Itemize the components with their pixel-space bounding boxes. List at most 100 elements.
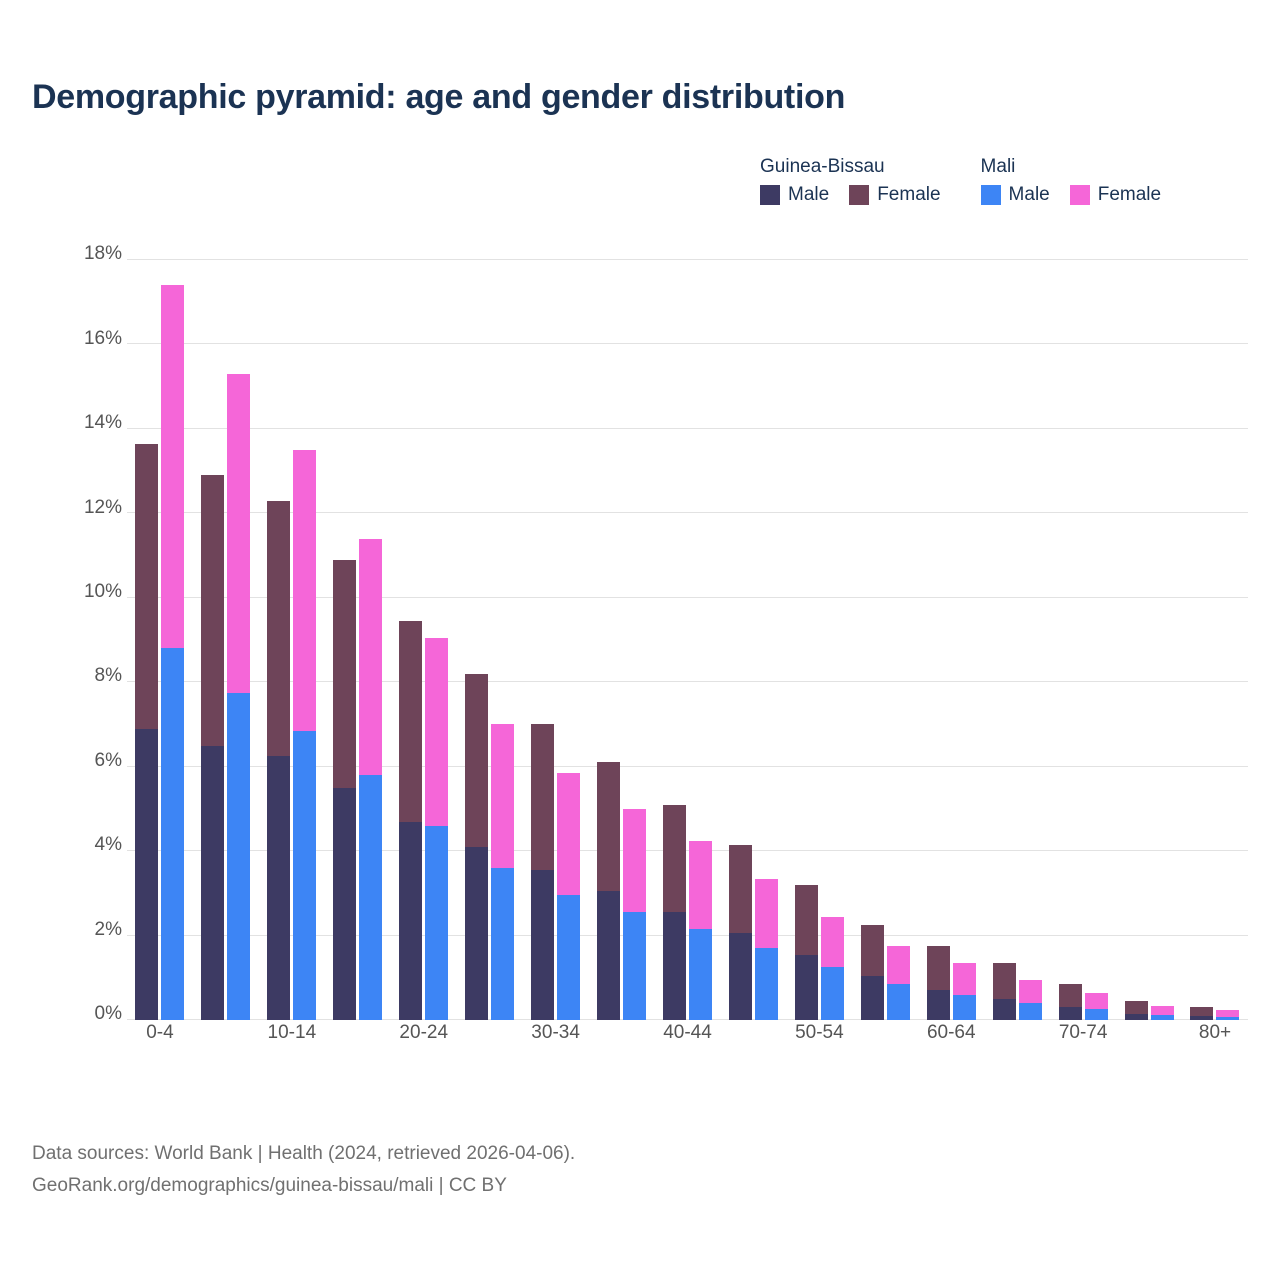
bar-mali-30-34[interactable] [557, 773, 580, 1020]
segment-mali-male-70-74[interactable] [1085, 1009, 1108, 1020]
bar-mali-25-29[interactable] [491, 724, 514, 1020]
bar-gb-10-14[interactable] [267, 501, 290, 1020]
segment-mali-female-60-64[interactable] [953, 963, 976, 995]
segment-gb-female-75-79[interactable] [1125, 1001, 1148, 1014]
segment-gb-female-20-24[interactable] [399, 621, 422, 822]
segment-mali-male-45-49[interactable] [755, 948, 778, 1020]
segment-gb-female-60-64[interactable] [927, 946, 950, 990]
bar-gb-15-19[interactable] [333, 560, 356, 1020]
segment-gb-female-80+[interactable] [1190, 1007, 1213, 1015]
segment-gb-male-0-4[interactable] [135, 729, 158, 1020]
bar-gb-5-9[interactable] [201, 475, 224, 1020]
segment-mali-female-75-79[interactable] [1151, 1006, 1174, 1015]
segment-mali-male-35-39[interactable] [623, 912, 646, 1020]
bar-gb-60-64[interactable] [927, 946, 950, 1020]
bar-gb-0-4[interactable] [135, 444, 158, 1020]
segment-mali-female-40-44[interactable] [689, 841, 712, 930]
segment-mali-male-55-59[interactable] [887, 984, 910, 1020]
bar-mali-45-49[interactable] [755, 879, 778, 1020]
legend-item-gb-female[interactable]: Female [849, 184, 940, 206]
segment-mali-female-70-74[interactable] [1085, 993, 1108, 1010]
bar-gb-30-34[interactable] [531, 724, 554, 1020]
segment-gb-male-35-39[interactable] [597, 891, 620, 1020]
segment-gb-male-40-44[interactable] [663, 912, 686, 1020]
bar-mali-5-9[interactable] [227, 374, 250, 1020]
bar-mali-70-74[interactable] [1085, 993, 1108, 1020]
bar-gb-65-69[interactable] [993, 963, 1016, 1020]
segment-gb-female-0-4[interactable] [135, 444, 158, 729]
segment-gb-female-50-54[interactable] [795, 885, 818, 955]
bar-mali-80+[interactable] [1216, 1010, 1239, 1020]
segment-gb-male-15-19[interactable] [333, 788, 356, 1020]
bar-gb-20-24[interactable] [399, 621, 422, 1020]
segment-mali-female-10-14[interactable] [293, 450, 316, 731]
segment-gb-male-80+[interactable] [1190, 1016, 1213, 1020]
segment-gb-male-75-79[interactable] [1125, 1014, 1148, 1020]
bar-mali-0-4[interactable] [161, 285, 184, 1020]
segment-mali-male-80+[interactable] [1216, 1017, 1239, 1020]
segment-mali-female-25-29[interactable] [491, 724, 514, 868]
bar-mali-75-79[interactable] [1151, 1006, 1174, 1020]
segment-gb-female-40-44[interactable] [663, 805, 686, 913]
segment-mali-male-30-34[interactable] [557, 895, 580, 1020]
segment-gb-male-45-49[interactable] [729, 933, 752, 1020]
segment-gb-female-25-29[interactable] [465, 674, 488, 847]
segment-gb-female-65-69[interactable] [993, 963, 1016, 999]
bar-gb-55-59[interactable] [861, 925, 884, 1020]
bar-gb-40-44[interactable] [663, 805, 686, 1020]
bar-gb-70-74[interactable] [1059, 984, 1082, 1020]
segment-mali-male-65-69[interactable] [1019, 1003, 1042, 1020]
bar-gb-35-39[interactable] [597, 762, 620, 1020]
segment-gb-male-30-34[interactable] [531, 870, 554, 1020]
segment-mali-male-60-64[interactable] [953, 995, 976, 1020]
segment-mali-male-20-24[interactable] [425, 826, 448, 1020]
segment-gb-male-25-29[interactable] [465, 847, 488, 1020]
bar-mali-20-24[interactable] [425, 638, 448, 1020]
bar-mali-50-54[interactable] [821, 917, 844, 1020]
segment-mali-male-15-19[interactable] [359, 775, 382, 1020]
segment-mali-female-65-69[interactable] [1019, 980, 1042, 1003]
bar-gb-45-49[interactable] [729, 845, 752, 1020]
bar-mali-40-44[interactable] [689, 841, 712, 1020]
bar-gb-50-54[interactable] [795, 885, 818, 1020]
segment-mali-female-0-4[interactable] [161, 285, 184, 648]
bar-mali-10-14[interactable] [293, 450, 316, 1020]
bar-mali-35-39[interactable] [623, 809, 646, 1020]
segment-mali-male-50-54[interactable] [821, 967, 844, 1020]
segment-mali-female-15-19[interactable] [359, 539, 382, 775]
segment-mali-female-20-24[interactable] [425, 638, 448, 826]
bar-gb-80+[interactable] [1190, 1007, 1213, 1020]
segment-gb-male-10-14[interactable] [267, 756, 290, 1020]
legend-item-mali-male[interactable]: Male [981, 184, 1050, 206]
segment-mali-female-55-59[interactable] [887, 946, 910, 984]
bar-gb-25-29[interactable] [465, 674, 488, 1020]
bar-mali-60-64[interactable] [953, 963, 976, 1020]
segment-mali-female-50-54[interactable] [821, 917, 844, 968]
bar-mali-55-59[interactable] [887, 946, 910, 1020]
segment-mali-female-5-9[interactable] [227, 374, 250, 693]
bar-gb-75-79[interactable] [1125, 1001, 1148, 1020]
segment-gb-male-50-54[interactable] [795, 955, 818, 1020]
segment-gb-female-5-9[interactable] [201, 475, 224, 745]
segment-gb-male-65-69[interactable] [993, 999, 1016, 1020]
segment-mali-male-75-79[interactable] [1151, 1015, 1174, 1020]
segment-gb-male-20-24[interactable] [399, 822, 422, 1020]
segment-gb-male-60-64[interactable] [927, 990, 950, 1020]
segment-gb-female-10-14[interactable] [267, 501, 290, 756]
segment-mali-female-35-39[interactable] [623, 809, 646, 912]
segment-mali-male-5-9[interactable] [227, 693, 250, 1020]
plot-area[interactable]: 0% 2% 4% 6% 8% 10% 12% 14% 16% 18% 0-4 10… [127, 260, 1248, 1020]
bar-mali-15-19[interactable] [359, 539, 382, 1020]
segment-mali-male-0-4[interactable] [161, 648, 184, 1020]
segment-gb-male-70-74[interactable] [1059, 1007, 1082, 1020]
legend-item-mali-female[interactable]: Female [1070, 184, 1161, 206]
segment-gb-female-15-19[interactable] [333, 560, 356, 788]
segment-gb-female-55-59[interactable] [861, 925, 884, 976]
segment-gb-male-5-9[interactable] [201, 746, 224, 1020]
segment-gb-female-70-74[interactable] [1059, 984, 1082, 1007]
segment-gb-female-30-34[interactable] [531, 724, 554, 870]
segment-mali-male-40-44[interactable] [689, 929, 712, 1020]
legend-item-gb-male[interactable]: Male [760, 184, 829, 206]
segment-gb-male-55-59[interactable] [861, 976, 884, 1020]
bar-mali-65-69[interactable] [1019, 980, 1042, 1020]
